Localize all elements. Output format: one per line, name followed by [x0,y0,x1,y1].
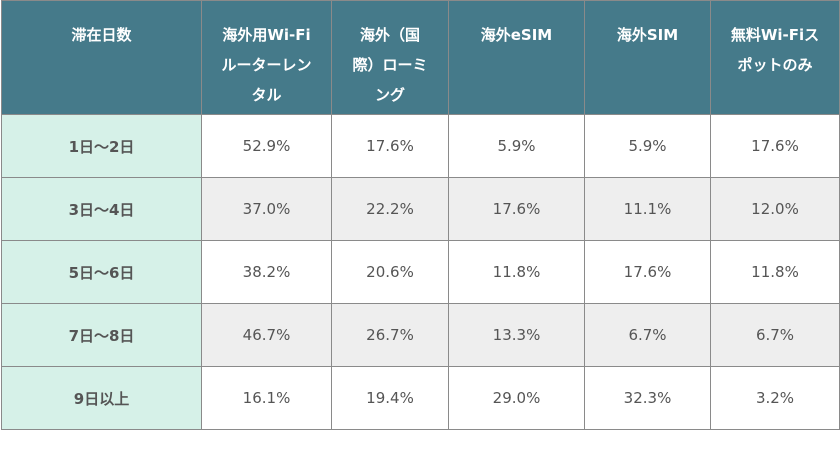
cell-esim: 5.9% [448,114,585,178]
table-header-row: 滞在日数 海外用Wi-Fi ルーターレン タル 海外（国 際）ローミ ング 海外… [1,0,840,115]
stay-days-comparison-table: 滞在日数 海外用Wi-Fi ルーターレン タル 海外（国 際）ローミ ング 海外… [1,0,840,430]
table-row: 3日～4日 37.0% 22.2% 17.6% 11.1% 12.0% [1,177,840,241]
table-row: 5日～6日 38.2% 20.6% 11.8% 17.6% 11.8% [1,240,840,304]
header-sim: 海外SIM [584,0,711,115]
row-day-label: 5日～6日 [1,240,202,304]
header-international-roaming: 海外（国 際）ローミ ング [331,0,449,115]
row-day-label: 9日以上 [1,366,202,430]
cell-roaming: 26.7% [331,303,449,367]
cell-wifi-router: 37.0% [201,177,332,241]
cell-sim: 17.6% [584,240,711,304]
cell-free-wifi: 3.2% [710,366,840,430]
cell-wifi-router: 16.1% [201,366,332,430]
cell-esim: 17.6% [448,177,585,241]
cell-sim: 5.9% [584,114,711,178]
cell-sim: 11.1% [584,177,711,241]
table-row: 1日～2日 52.9% 17.6% 5.9% 5.9% 17.6% [1,114,840,178]
cell-wifi-router: 52.9% [201,114,332,178]
cell-free-wifi: 6.7% [710,303,840,367]
cell-free-wifi: 17.6% [710,114,840,178]
cell-esim: 11.8% [448,240,585,304]
cell-roaming: 20.6% [331,240,449,304]
header-esim: 海外eSIM [448,0,585,115]
cell-esim: 13.3% [448,303,585,367]
row-day-label: 1日～2日 [1,114,202,178]
cell-sim: 6.7% [584,303,711,367]
cell-wifi-router: 46.7% [201,303,332,367]
row-day-label: 3日～4日 [1,177,202,241]
cell-esim: 29.0% [448,366,585,430]
cell-roaming: 22.2% [331,177,449,241]
row-day-label: 7日～8日 [1,303,202,367]
table-row: 9日以上 16.1% 19.4% 29.0% 32.3% 3.2% [1,366,840,430]
table-row: 7日～8日 46.7% 26.7% 13.3% 6.7% 6.7% [1,303,840,367]
header-free-wifi-only: 無料Wi-Fiス ポットのみ [710,0,840,115]
cell-roaming: 19.4% [331,366,449,430]
cell-free-wifi: 12.0% [710,177,840,241]
header-stay-days: 滞在日数 [1,0,202,115]
cell-roaming: 17.6% [331,114,449,178]
header-wifi-router-rental: 海外用Wi-Fi ルーターレン タル [201,0,332,115]
cell-free-wifi: 11.8% [710,240,840,304]
cell-sim: 32.3% [584,366,711,430]
cell-wifi-router: 38.2% [201,240,332,304]
